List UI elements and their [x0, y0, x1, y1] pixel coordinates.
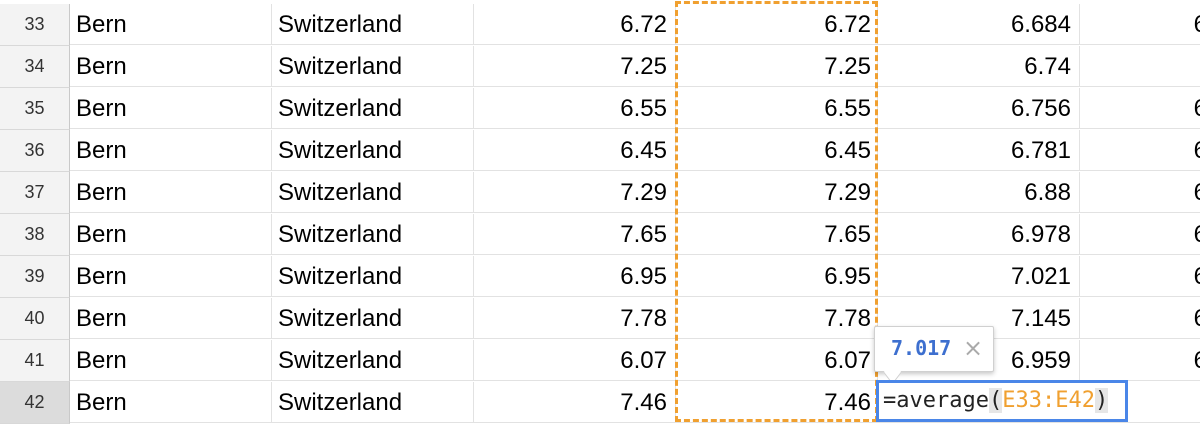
cell-value-f[interactable]: 6.756	[878, 88, 1080, 129]
cell-city[interactable]: Bern	[70, 214, 272, 255]
cell-value-g[interactable]	[1080, 46, 1200, 87]
formula-range-reference: E33:E42	[1002, 388, 1095, 413]
cell-city[interactable]: Bern	[70, 130, 272, 171]
row-header[interactable]: 34	[0, 46, 70, 88]
row-header[interactable]: 41	[0, 340, 70, 382]
cell-value-e[interactable]: 6.55	[676, 88, 878, 129]
row-header[interactable]: 36	[0, 130, 70, 172]
cell-value-g[interactable]: 6	[1080, 172, 1200, 213]
cell-value-d[interactable]: 6.07	[474, 340, 676, 381]
row-header[interactable]: 42	[0, 382, 70, 424]
cell-value-d[interactable]: 7.25	[474, 46, 676, 87]
cell-value-g[interactable]: 6	[1080, 4, 1200, 45]
cell-country[interactable]: Switzerland	[272, 172, 474, 213]
cell-city[interactable]: Bern	[70, 88, 272, 129]
cell-value-f[interactable]: 7.021	[878, 256, 1080, 297]
row-header[interactable]: 39	[0, 256, 70, 298]
cell-country[interactable]: Switzerland	[272, 130, 474, 171]
cell-city[interactable]: Bern	[70, 298, 272, 339]
cell-value-d[interactable]: 7.46	[474, 382, 676, 423]
row-header[interactable]: 35	[0, 88, 70, 130]
cell-country[interactable]: Switzerland	[272, 340, 474, 381]
cell-value-e[interactable]: 6.45	[676, 130, 878, 171]
cell-value-d[interactable]: 6.72	[474, 4, 676, 45]
cell-value-g[interactable]: 6	[1080, 130, 1200, 171]
formula-close-paren: )	[1094, 388, 1109, 413]
cell-value-g[interactable]: 6	[1080, 256, 1200, 297]
cell-country[interactable]: Switzerland	[272, 214, 474, 255]
cell-value-e[interactable]: 7.65	[676, 214, 878, 255]
cell-value-g[interactable]: 6	[1080, 214, 1200, 255]
cell-country[interactable]: Switzerland	[272, 46, 474, 87]
table-row: 42 Bern Switzerland 7.46 7.46	[0, 382, 1200, 424]
cell-value-g[interactable]: 6	[1080, 340, 1200, 381]
cell-value-g[interactable]	[1080, 382, 1200, 423]
table-row: 34 Bern Switzerland 7.25 7.25 6.74	[0, 46, 1200, 88]
row-header[interactable]: 40	[0, 298, 70, 340]
cell-value-d[interactable]: 6.55	[474, 88, 676, 129]
formula-function: =average	[883, 388, 989, 413]
row-header[interactable]: 38	[0, 214, 70, 256]
cell-value-f[interactable]: 6.684	[878, 4, 1080, 45]
cell-city[interactable]: Bern	[70, 4, 272, 45]
cell-value-e[interactable]: 6.07	[676, 340, 878, 381]
cell-city[interactable]: Bern	[70, 172, 272, 213]
formula-result-preview: 7.017 ×	[874, 326, 994, 385]
cell-value-e[interactable]: 6.95	[676, 256, 878, 297]
cell-city[interactable]: Bern	[70, 340, 272, 381]
cell-value-e[interactable]: 7.78	[676, 298, 878, 339]
cell-city[interactable]: Bern	[70, 46, 272, 87]
cell-country[interactable]: Switzerland	[272, 4, 474, 45]
preview-value: 7.017	[891, 336, 952, 360]
cell-value-e[interactable]: 7.25	[676, 46, 878, 87]
cell-country[interactable]: Switzerland	[272, 88, 474, 129]
row-header[interactable]: 37	[0, 172, 70, 214]
cell-value-f[interactable]: 6.781	[878, 130, 1080, 171]
cell-city[interactable]: Bern	[70, 382, 272, 423]
cell-country[interactable]: Switzerland	[272, 382, 474, 423]
cell-value-d[interactable]: 7.29	[474, 172, 676, 213]
cell-value-d[interactable]: 7.78	[474, 298, 676, 339]
cell-country[interactable]: Switzerland	[272, 298, 474, 339]
cell-value-g[interactable]: 6	[1080, 298, 1200, 339]
cell-value-d[interactable]: 6.45	[474, 130, 676, 171]
cell-value-g[interactable]: 6	[1080, 88, 1200, 129]
cell-value-e[interactable]: 7.46	[676, 382, 878, 423]
cell-value-f[interactable]: 6.74	[878, 46, 1080, 87]
cell-city[interactable]: Bern	[70, 256, 272, 297]
cell-value-f[interactable]: 6.88	[878, 172, 1080, 213]
close-icon[interactable]: ×	[963, 334, 984, 362]
cell-value-f[interactable]: 6.978	[878, 214, 1080, 255]
row-header[interactable]: 33	[0, 4, 70, 46]
cell-value-d[interactable]: 7.65	[474, 214, 676, 255]
formula-open-paren: (	[988, 388, 1003, 413]
cell-value-e[interactable]: 7.29	[676, 172, 878, 213]
cell-country[interactable]: Switzerland	[272, 256, 474, 297]
cell-formula-editor[interactable]: =average(E33:E42)	[876, 380, 1128, 422]
cell-value-e[interactable]: 6.72	[676, 4, 878, 45]
cell-value-d[interactable]: 6.95	[474, 256, 676, 297]
